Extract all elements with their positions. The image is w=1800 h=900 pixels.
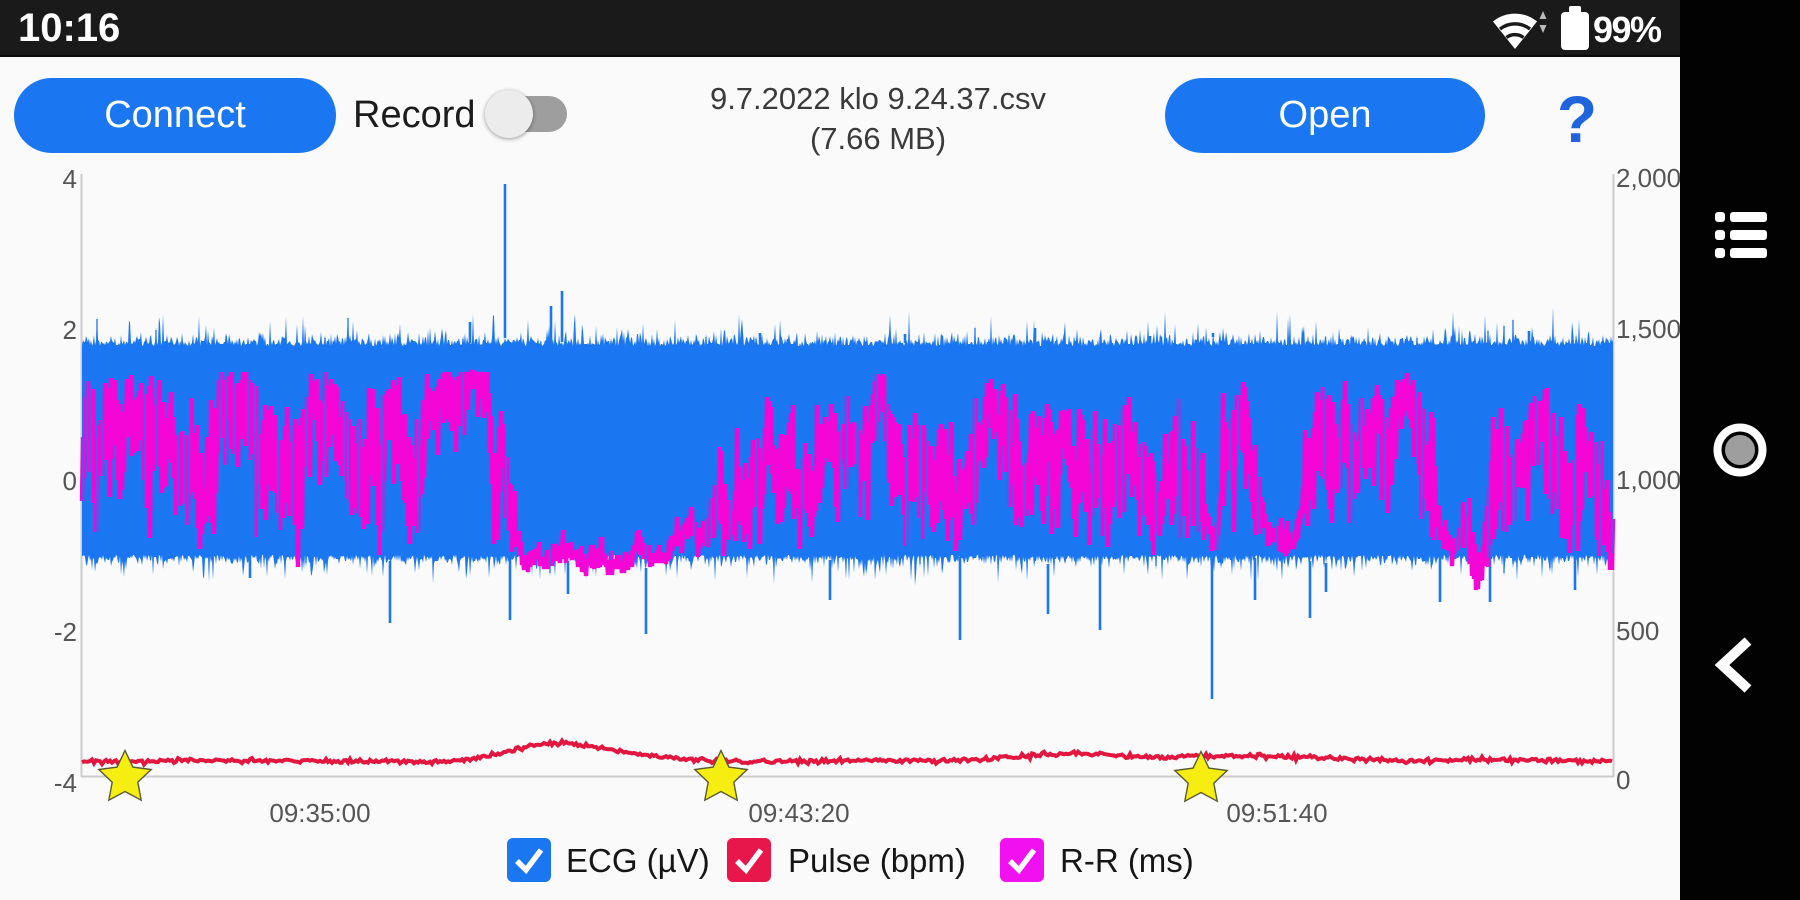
svg-text:-4: -4 [54,768,77,798]
svg-text:-2: -2 [54,617,77,647]
svg-text:2: 2 [63,315,77,345]
svg-text:4: 4 [63,164,77,194]
svg-text:09:35:00: 09:35:00 [269,798,370,828]
svg-text:1,500: 1,500 [1616,314,1680,344]
svg-text:0: 0 [63,466,77,496]
svg-text:1,000: 1,000 [1616,465,1680,495]
svg-text:2,000: 2,000 [1616,163,1680,193]
svg-text:500: 500 [1616,616,1659,646]
svg-text:09:43:20: 09:43:20 [748,798,849,828]
svg-text:09:51:40: 09:51:40 [1226,798,1327,828]
svg-text:0: 0 [1616,765,1630,795]
